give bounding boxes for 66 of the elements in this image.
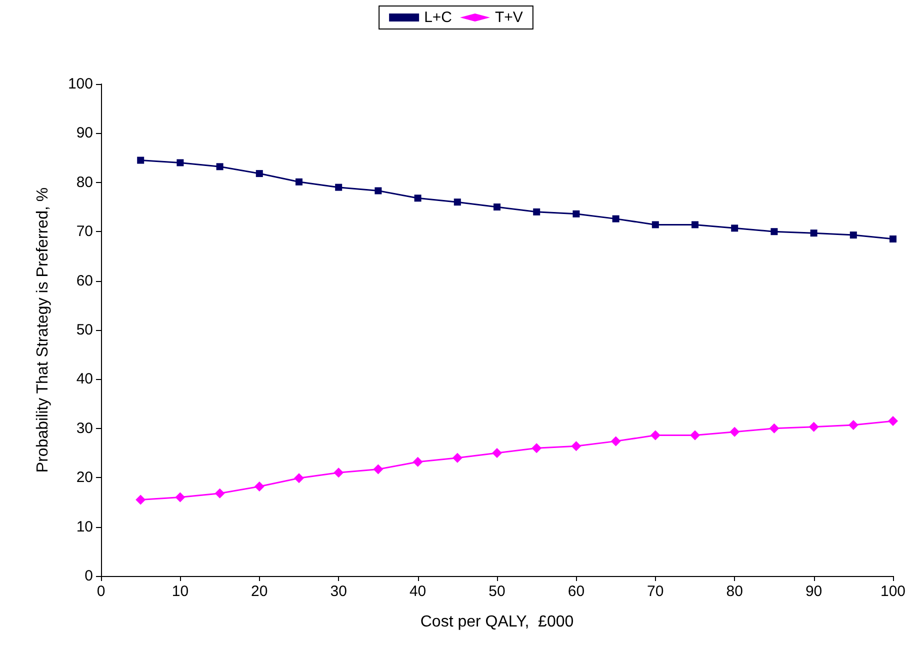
point [412, 456, 423, 467]
point [770, 228, 778, 236]
y-tick-label: 50 [76, 322, 93, 338]
point [214, 488, 225, 498]
point [890, 235, 896, 242]
point [810, 230, 818, 237]
y-tick-label: 60 [76, 272, 93, 290]
point [731, 224, 738, 232]
point [571, 441, 582, 452]
y-tick-label: 80 [76, 174, 93, 191]
point [492, 448, 502, 458]
point [533, 208, 540, 216]
point [254, 481, 264, 492]
point [334, 468, 344, 478]
point [848, 420, 858, 430]
point [730, 426, 740, 437]
point [769, 423, 780, 434]
point [335, 184, 342, 191]
point [650, 430, 660, 440]
x-tick-label: 40 [409, 583, 426, 600]
y-tick-label: 30 [76, 420, 93, 437]
y-tick-label: 0 [84, 568, 93, 584]
point [690, 430, 700, 440]
point [136, 494, 146, 505]
x-axis-title: Cost per QALY, £000 [420, 614, 574, 630]
legend-label: L+C [424, 9, 452, 26]
y-axis-title: Probability That Strategy is Preferred, % [34, 187, 52, 473]
point [652, 221, 659, 228]
point [808, 422, 819, 432]
x-tick-label: 60 [568, 583, 585, 600]
legend-label: T+V [495, 9, 523, 26]
point [850, 232, 857, 239]
point [137, 156, 144, 164]
point [692, 221, 698, 228]
x-tick-label: 90 [805, 583, 822, 600]
point [256, 170, 263, 178]
x-tick-label: 20 [251, 583, 268, 600]
x-tick-label: 50 [488, 583, 506, 600]
x-tick-label: 0 [96, 583, 106, 600]
point [296, 178, 302, 186]
y-tick-label: 10 [76, 518, 93, 536]
point [532, 443, 542, 454]
y-tick-label: 40 [76, 370, 93, 388]
point [373, 464, 384, 474]
point [454, 198, 461, 206]
y-tick-label: 100 [68, 76, 93, 92]
x-tick-label: 30 [330, 583, 347, 600]
point [374, 187, 382, 194]
x-tick-label: 100 [880, 583, 906, 600]
point [294, 473, 304, 484]
x-tick-label: 80 [726, 583, 743, 600]
y-tick-label: 20 [76, 469, 93, 486]
point [572, 210, 580, 218]
point [414, 194, 422, 202]
x-tick-label: 10 [172, 583, 189, 600]
point [176, 159, 184, 166]
point [610, 436, 621, 446]
y-tick-label: 70 [76, 223, 93, 240]
point [175, 492, 186, 502]
point [888, 416, 898, 426]
x-tick-label: 70 [647, 583, 664, 600]
point [494, 204, 500, 210]
point [612, 215, 620, 222]
point [452, 452, 462, 463]
y-tick-label: 90 [76, 124, 93, 142]
point [216, 163, 224, 170]
